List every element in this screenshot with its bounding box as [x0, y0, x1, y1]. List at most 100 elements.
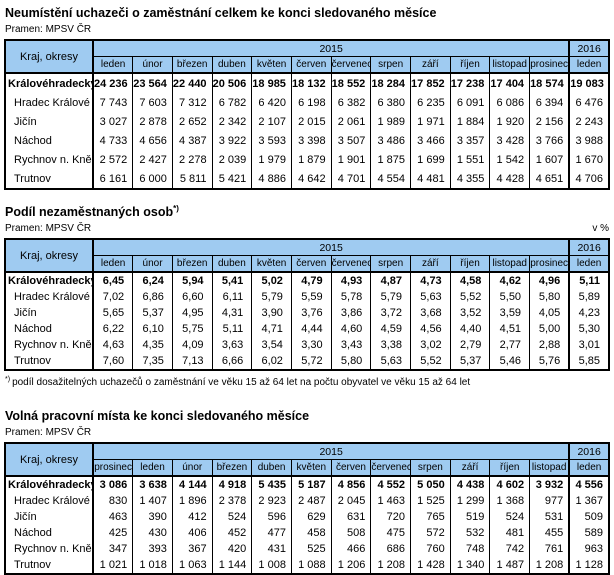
value-cell: 4 706 — [568, 169, 609, 189]
row-label-cell: Rychnov n. Kněž. — [14, 543, 93, 556]
value-cell: 3,72 — [370, 305, 411, 322]
value-cell: 631 — [330, 509, 371, 526]
value-cell: 19 083 — [568, 73, 609, 93]
month-header-cell: duben — [211, 56, 252, 74]
month-header-cell: květen — [290, 459, 332, 478]
value-cell: 5,94 — [171, 272, 213, 290]
value-cell: 463 — [92, 509, 133, 526]
title-text: Volná pracovní místa ke konci sledovanéh… — [5, 409, 310, 424]
value-cell: 393 — [132, 541, 173, 558]
value-cell: 1 920 — [489, 112, 530, 131]
value-cell: 4 733 — [92, 131, 133, 150]
value-cell: 4 856 — [330, 476, 371, 494]
value-cell: 4 552 — [370, 476, 411, 494]
table-row: Trutnov 6 161 6 000 5 811 5 421 4 886 4 642 4 7… — [5, 169, 609, 189]
table-row: Náchod 425 430 406 452 477 458 508 475 572 532 481 4… — [5, 525, 609, 542]
table-row: Hradec Králové 830 1 407 1 896 2 378 2 923 2 4… — [5, 493, 609, 510]
value-cell: 1 971 — [410, 112, 451, 131]
month-header-cell: leden — [92, 56, 133, 74]
month-header-cell: prosinec — [92, 459, 133, 478]
value-cell: 420 — [211, 541, 252, 558]
value-cell: 6 198 — [290, 93, 332, 112]
source-label: Pramen: MPSV ČR — [5, 223, 92, 235]
value-cell: 1 407 — [132, 493, 173, 510]
row-label-cell: Náchod — [14, 323, 52, 336]
table-title-unemployment-share: Podíl nezaměstnaných osob*) — [5, 201, 610, 220]
value-cell: 5,63 — [410, 289, 451, 306]
value-cell: 7,13 — [171, 353, 213, 371]
value-cell: 347 — [92, 541, 133, 558]
value-cell: 4,56 — [410, 321, 451, 338]
value-cell: 3 932 — [529, 476, 570, 494]
value-cell: 629 — [290, 509, 332, 526]
value-cell: 5,63 — [370, 353, 411, 371]
value-cell: 4 387 — [171, 131, 213, 150]
value-cell: 2 278 — [171, 150, 213, 169]
value-cell: 1 884 — [449, 112, 490, 131]
value-cell: 6,02 — [251, 353, 292, 371]
value-cell: 6 782 — [211, 93, 252, 112]
value-cell: 7,02 — [92, 289, 133, 306]
value-cell: 4,63 — [92, 337, 133, 354]
value-cell: 475 — [370, 525, 411, 542]
value-cell: 5,11 — [568, 272, 609, 290]
value-cell: 5,37 — [449, 353, 490, 371]
value-cell: 3 988 — [568, 131, 609, 150]
value-cell: 2 427 — [132, 150, 173, 169]
month-header-cell: leden — [132, 459, 173, 478]
month-header-cell: říjen — [489, 459, 530, 478]
value-cell: 3 466 — [410, 131, 451, 150]
year-left-header: 2015 — [91, 443, 570, 461]
month-header-cell: prosinec — [529, 56, 570, 74]
value-cell: 686 — [370, 541, 411, 558]
value-cell: 531 — [529, 509, 570, 526]
value-cell: 4 602 — [489, 476, 530, 494]
value-cell: 3 766 — [529, 131, 570, 150]
value-cell: 425 — [92, 525, 133, 542]
value-cell: 963 — [568, 541, 609, 558]
value-cell: 17 852 — [410, 73, 451, 93]
month-header-cell: říjen — [449, 56, 490, 74]
value-cell: 7 743 — [92, 93, 133, 112]
value-cell: 5,75 — [171, 321, 213, 338]
value-cell: 1 896 — [171, 493, 213, 510]
value-cell: 5 187 — [290, 476, 332, 494]
value-cell: 6,45 — [92, 272, 133, 290]
table-row: Hradec Králové 7 743 7 603 7 312 6 782 6 420 6… — [5, 93, 609, 112]
unit-note: v % — [592, 223, 609, 235]
value-cell: 3,68 — [410, 305, 451, 322]
value-cell: 1 367 — [568, 493, 609, 510]
value-cell: 4 701 — [330, 169, 371, 189]
value-cell: 1 206 — [330, 557, 371, 575]
row-label-cell: Rychnov n. Kněž. — [14, 339, 93, 352]
value-cell: 5,52 — [410, 353, 451, 371]
value-cell: 5,46 — [489, 353, 530, 371]
value-cell: 6 382 — [330, 93, 371, 112]
section-unemployment-share: Podíl nezaměstnaných osob*) Pramen: MPSV… — [4, 201, 610, 389]
month-header-cell: červenec — [330, 56, 371, 74]
value-cell: 1 879 — [290, 150, 332, 169]
source-row: Pramen: MPSV ČR — [5, 24, 609, 36]
value-cell: 477 — [251, 525, 292, 542]
value-cell: 412 — [171, 509, 213, 526]
value-cell: 4,62 — [489, 272, 530, 290]
value-cell: 3 086 — [92, 476, 133, 494]
value-cell: 17 404 — [489, 73, 530, 93]
value-cell: 406 — [171, 525, 213, 542]
month-header-cell: únor — [132, 255, 173, 274]
row-label-cell: Hradec Králové — [14, 291, 90, 304]
table-title-unemployed-total: Neumístění uchazeči o zaměstnání celkem … — [5, 6, 610, 21]
value-cell: 18 132 — [290, 73, 332, 93]
month-header-cell: červen — [290, 255, 332, 274]
value-cell: 5,52 — [449, 289, 490, 306]
value-cell: 7 603 — [132, 93, 173, 112]
value-cell: 761 — [529, 541, 570, 558]
year-left-header: 2015 — [91, 239, 570, 257]
month-header-cell: srpen — [370, 56, 411, 74]
section-vacancies: Volná pracovní místa ke konci sledovanéh… — [4, 409, 610, 575]
value-cell: 3,52 — [449, 305, 490, 322]
value-cell: 390 — [132, 509, 173, 526]
value-cell: 24 236 — [92, 73, 133, 93]
row-label-cell: Královéhradecký kr — [8, 77, 93, 90]
month-header-cell: duben — [211, 255, 252, 274]
